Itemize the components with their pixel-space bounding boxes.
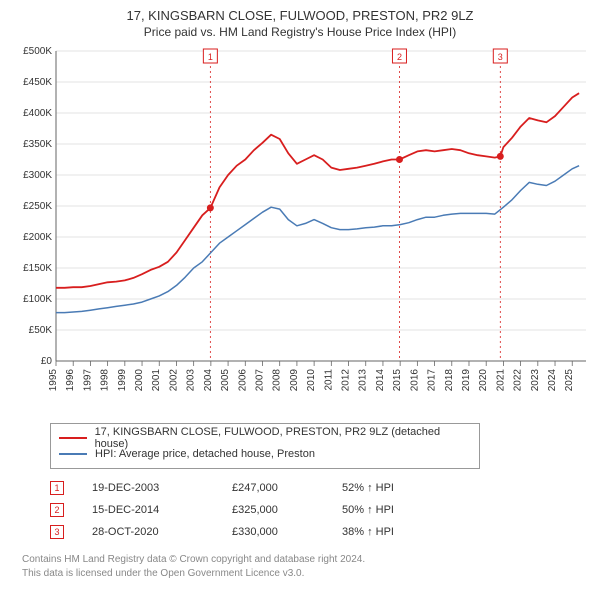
svg-text:1996: 1996 — [65, 369, 76, 392]
svg-text:2013: 2013 — [358, 369, 369, 392]
svg-text:£350K: £350K — [23, 139, 52, 150]
title-line-2: Price paid vs. HM Land Registry's House … — [10, 25, 590, 39]
sale-row: 2 15-DEC-2014 £325,000 50% ↑ HPI — [50, 499, 586, 521]
svg-text:2003: 2003 — [186, 369, 197, 392]
svg-text:2004: 2004 — [203, 369, 214, 392]
svg-text:2001: 2001 — [151, 369, 162, 392]
sale-row: 1 19-DEC-2003 £247,000 52% ↑ HPI — [50, 477, 586, 499]
svg-text:2017: 2017 — [427, 369, 438, 392]
title-line-1: 17, KINGSBARN CLOSE, FULWOOD, PRESTON, P… — [10, 8, 590, 23]
svg-text:2023: 2023 — [530, 369, 541, 392]
sale-date: 19-DEC-2003 — [92, 482, 232, 494]
sale-date: 28-OCT-2020 — [92, 526, 232, 538]
sale-price: £247,000 — [232, 482, 342, 494]
svg-text:£200K: £200K — [23, 232, 52, 243]
sales-table: 1 19-DEC-2003 £247,000 52% ↑ HPI 2 15-DE… — [50, 477, 586, 543]
svg-text:3: 3 — [498, 52, 503, 62]
legend-label: HPI: Average price, detached house, Pres… — [95, 448, 315, 460]
svg-text:2019: 2019 — [461, 369, 472, 392]
svg-text:2002: 2002 — [168, 369, 179, 392]
svg-text:2005: 2005 — [220, 369, 231, 392]
sale-price: £325,000 — [232, 504, 342, 516]
svg-text:2: 2 — [397, 52, 402, 62]
svg-text:2015: 2015 — [392, 369, 403, 392]
sale-row: 3 28-OCT-2020 £330,000 38% ↑ HPI — [50, 521, 586, 543]
svg-text:2011: 2011 — [323, 369, 334, 391]
chart-container: 17, KINGSBARN CLOSE, FULWOOD, PRESTON, P… — [0, 0, 600, 586]
svg-text:£0: £0 — [41, 356, 53, 367]
svg-text:2007: 2007 — [254, 369, 265, 392]
legend-swatch — [59, 437, 87, 439]
svg-text:£500K: £500K — [23, 46, 52, 57]
svg-text:£150K: £150K — [23, 263, 52, 274]
svg-text:2012: 2012 — [341, 369, 352, 392]
sale-marker: 2 — [50, 503, 64, 517]
sale-price: £330,000 — [232, 526, 342, 538]
sale-marker: 3 — [50, 525, 64, 539]
sale-pct: 52% ↑ HPI — [342, 482, 482, 494]
footer: Contains HM Land Registry data © Crown c… — [22, 553, 586, 580]
svg-text:2010: 2010 — [306, 369, 317, 392]
footer-line: Contains HM Land Registry data © Crown c… — [22, 553, 586, 567]
svg-text:1997: 1997 — [82, 369, 93, 392]
svg-text:2020: 2020 — [478, 369, 489, 392]
svg-text:2006: 2006 — [237, 369, 248, 392]
svg-text:1: 1 — [208, 52, 213, 62]
svg-text:1998: 1998 — [100, 369, 111, 392]
legend-label: 17, KINGSBARN CLOSE, FULWOOD, PRESTON, P… — [95, 426, 471, 450]
line-chart: £0 £50K £100K £150K £200K £250K £300K £350K £400… — [10, 45, 590, 415]
svg-text:2000: 2000 — [134, 369, 145, 392]
svg-text:£450K: £450K — [23, 77, 52, 88]
chart-area: £0 £50K £100K £150K £200K £250K £300K £350K £400… — [10, 45, 590, 415]
svg-text:1995: 1995 — [48, 369, 59, 392]
sale-marker: 1 — [50, 481, 64, 495]
svg-text:£400K: £400K — [23, 108, 52, 119]
svg-text:£250K: £250K — [23, 201, 52, 212]
svg-text:2014: 2014 — [375, 369, 386, 392]
sale-date: 15-DEC-2014 — [92, 504, 232, 516]
svg-text:£100K: £100K — [23, 294, 52, 305]
svg-text:2018: 2018 — [444, 369, 455, 392]
svg-text:£300K: £300K — [23, 170, 52, 181]
svg-text:2021: 2021 — [495, 369, 506, 392]
svg-text:2009: 2009 — [289, 369, 300, 392]
svg-text:2024: 2024 — [547, 369, 558, 392]
svg-text:2022: 2022 — [513, 369, 524, 392]
svg-text:2025: 2025 — [564, 369, 575, 392]
svg-text:£50K: £50K — [29, 325, 53, 336]
legend: 17, KINGSBARN CLOSE, FULWOOD, PRESTON, P… — [50, 423, 480, 469]
svg-text:2008: 2008 — [272, 369, 283, 392]
sale-pct: 38% ↑ HPI — [342, 526, 482, 538]
legend-item: 17, KINGSBARN CLOSE, FULWOOD, PRESTON, P… — [59, 430, 471, 446]
svg-text:1999: 1999 — [117, 369, 128, 392]
sale-pct: 50% ↑ HPI — [342, 504, 482, 516]
svg-text:2016: 2016 — [409, 369, 420, 392]
footer-line: This data is licensed under the Open Gov… — [22, 567, 586, 581]
legend-swatch — [59, 453, 87, 455]
